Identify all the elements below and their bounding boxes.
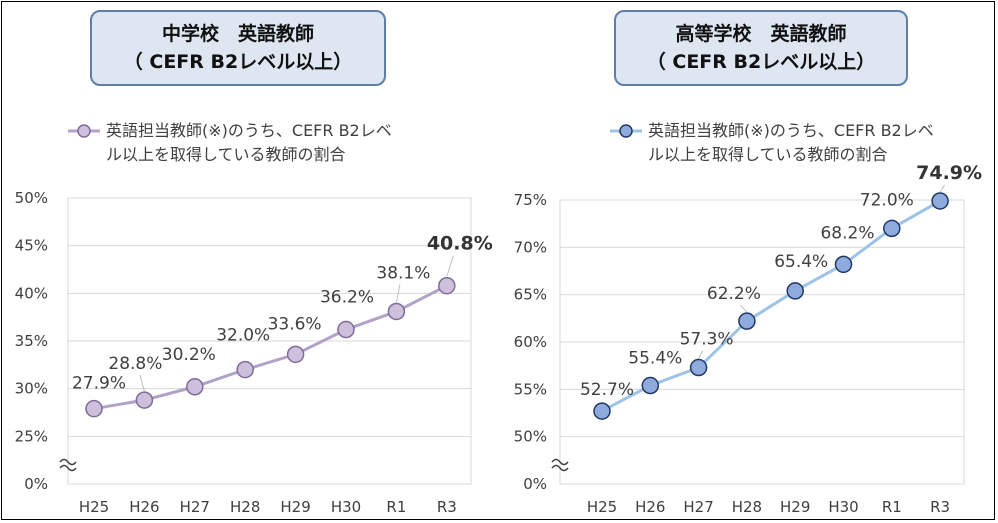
y-tick-label: 0% — [24, 475, 48, 493]
legend-text-line2: ル以上を取得している教師の割合 — [648, 145, 888, 164]
data-label: 55.4% — [628, 349, 682, 369]
axis-break-wave — [59, 458, 77, 466]
data-point-marker — [337, 320, 355, 339]
x-tick-label: H30 — [331, 498, 361, 516]
data-label: 68.2% — [820, 223, 874, 243]
data-point-marker — [738, 312, 756, 330]
legend-text: 英語担当教師(※)のうち、CEFR B2レベ ル以上を取得している教師の割合 — [648, 119, 934, 167]
x-tick-label: H28 — [230, 498, 260, 516]
label-leader-line — [395, 284, 401, 303]
y-tick-label: 70% — [514, 238, 547, 256]
data-label: 52.7% — [580, 380, 634, 400]
legend-text: 英語担当教師(※)のうち、CEFR B2レベ ル以上を取得している教師の割合 — [106, 119, 392, 167]
high-school-line-chart: 75% 70% 65% 60% 55% 50% 0% H25 H26 H27 H28 H29 H30 R1… — [514, 162, 982, 516]
high-school-chart-panel: 高等学校 英語教師 （ CEFR B2レベル以上） 英語担当教師(※)のうち、C… — [502, 2, 996, 521]
y-tick-label: 50% — [15, 189, 48, 207]
x-tick-label: H29 — [780, 498, 810, 516]
x-tick-label: H25 — [587, 498, 617, 516]
y-tick-label: 40% — [15, 284, 48, 302]
axis-break-wave — [551, 458, 569, 466]
axis-break-wave — [59, 464, 77, 472]
data-label: 40.8% — [427, 233, 493, 255]
data-label: 65.4% — [774, 252, 828, 272]
label-leader-line — [446, 255, 454, 277]
x-tick-label: R1 — [882, 498, 902, 516]
x-tick-label: H27 — [683, 498, 713, 516]
data-point-marker — [689, 358, 708, 377]
data-label: 33.6% — [268, 314, 322, 334]
data-point-marker — [286, 345, 305, 364]
legend-text-line1: 英語担当教師(※)のうち、CEFR B2レベ — [106, 121, 392, 140]
x-tick-label: H27 — [180, 498, 210, 516]
x-tick-label: H28 — [732, 498, 762, 516]
legend-line-marker-icon — [68, 124, 100, 138]
legend-line-marker-icon — [610, 124, 642, 138]
axis-break-icon — [551, 458, 569, 472]
data-point-marker — [438, 276, 456, 295]
axis-break-icon — [59, 458, 77, 472]
x-tick-label: R3 — [930, 498, 950, 516]
x-tick-label: H30 — [828, 498, 858, 516]
junior-high-line-chart: 50% 45% 40% 35% 30% 25% 0% H25 H26 H27 H28 H29 H30 R1… — [15, 189, 493, 516]
data-point-marker — [834, 255, 853, 274]
junior-high-chart-panel: 中学校 英語教師 （ CEFR B2レベル以上） 英語担当教師(※)のうち、CE… — [2, 2, 499, 521]
y-tick-label: 0% — [523, 475, 547, 493]
label-leader-line — [740, 304, 748, 313]
chart-title-box: 中学校 英語教師 （ CEFR B2レベル以上） — [90, 10, 386, 86]
y-tick-label: 60% — [514, 333, 547, 351]
label-leader-line — [939, 184, 946, 193]
chart-title-line2: （ CEFR B2レベル以上） — [646, 51, 876, 73]
data-point-marker — [85, 399, 103, 418]
x-tick-label: H26 — [129, 498, 159, 516]
y-tick-label: 30% — [15, 380, 48, 398]
data-point-marker — [786, 282, 804, 300]
data-label: 38.1% — [376, 263, 430, 283]
label-leader-line — [698, 350, 704, 359]
data-point-marker — [593, 402, 611, 420]
x-tick-label: R3 — [437, 498, 457, 516]
data-label: 62.2% — [707, 284, 761, 304]
data-label: 32.0% — [216, 326, 270, 346]
y-tick-label: 25% — [15, 427, 48, 445]
data-point-marker — [641, 376, 660, 395]
data-label: 72.0% — [860, 190, 914, 210]
data-label: 28.8% — [108, 354, 162, 374]
x-tick-label: H29 — [280, 498, 310, 516]
y-tick-label: 45% — [15, 237, 48, 255]
y-tick-label: 50% — [514, 428, 547, 446]
data-point-marker — [387, 302, 406, 321]
data-label: 57.3% — [680, 330, 734, 350]
data-label: 74.9% — [916, 162, 982, 184]
data-point-marker — [186, 378, 204, 396]
x-tick-label: R1 — [386, 498, 406, 516]
y-tick-label: 65% — [514, 286, 547, 304]
y-tick-label: 75% — [514, 191, 547, 209]
data-point-marker — [883, 219, 901, 238]
data-point-marker — [931, 192, 949, 210]
label-leader-line — [139, 374, 145, 392]
axis-break-wave — [551, 464, 569, 472]
legend-text-line2: ル以上を取得している教師の割合 — [106, 145, 346, 164]
data-label: 30.2% — [162, 345, 216, 365]
y-tick-label: 35% — [15, 332, 48, 350]
x-tick-label: H26 — [635, 498, 665, 516]
data-point-marker — [135, 391, 154, 409]
chart-title-box: 高等学校 英語教師 （ CEFR B2レベル以上） — [614, 10, 908, 86]
data-label: 27.9% — [72, 374, 126, 394]
chart-title-line1: 高等学校 英語教師 — [675, 23, 847, 45]
chart-title-line2: （ CEFR B2レベル以上） — [123, 51, 353, 73]
x-tick-label: H25 — [79, 498, 109, 516]
chart-title-line1: 中学校 英語教師 — [161, 23, 314, 45]
data-point-marker — [236, 360, 254, 379]
legend-text-line1: 英語担当教師(※)のうち、CEFR B2レベ — [648, 121, 934, 140]
y-tick-label: 55% — [514, 380, 547, 398]
data-label: 36.2% — [320, 288, 374, 308]
